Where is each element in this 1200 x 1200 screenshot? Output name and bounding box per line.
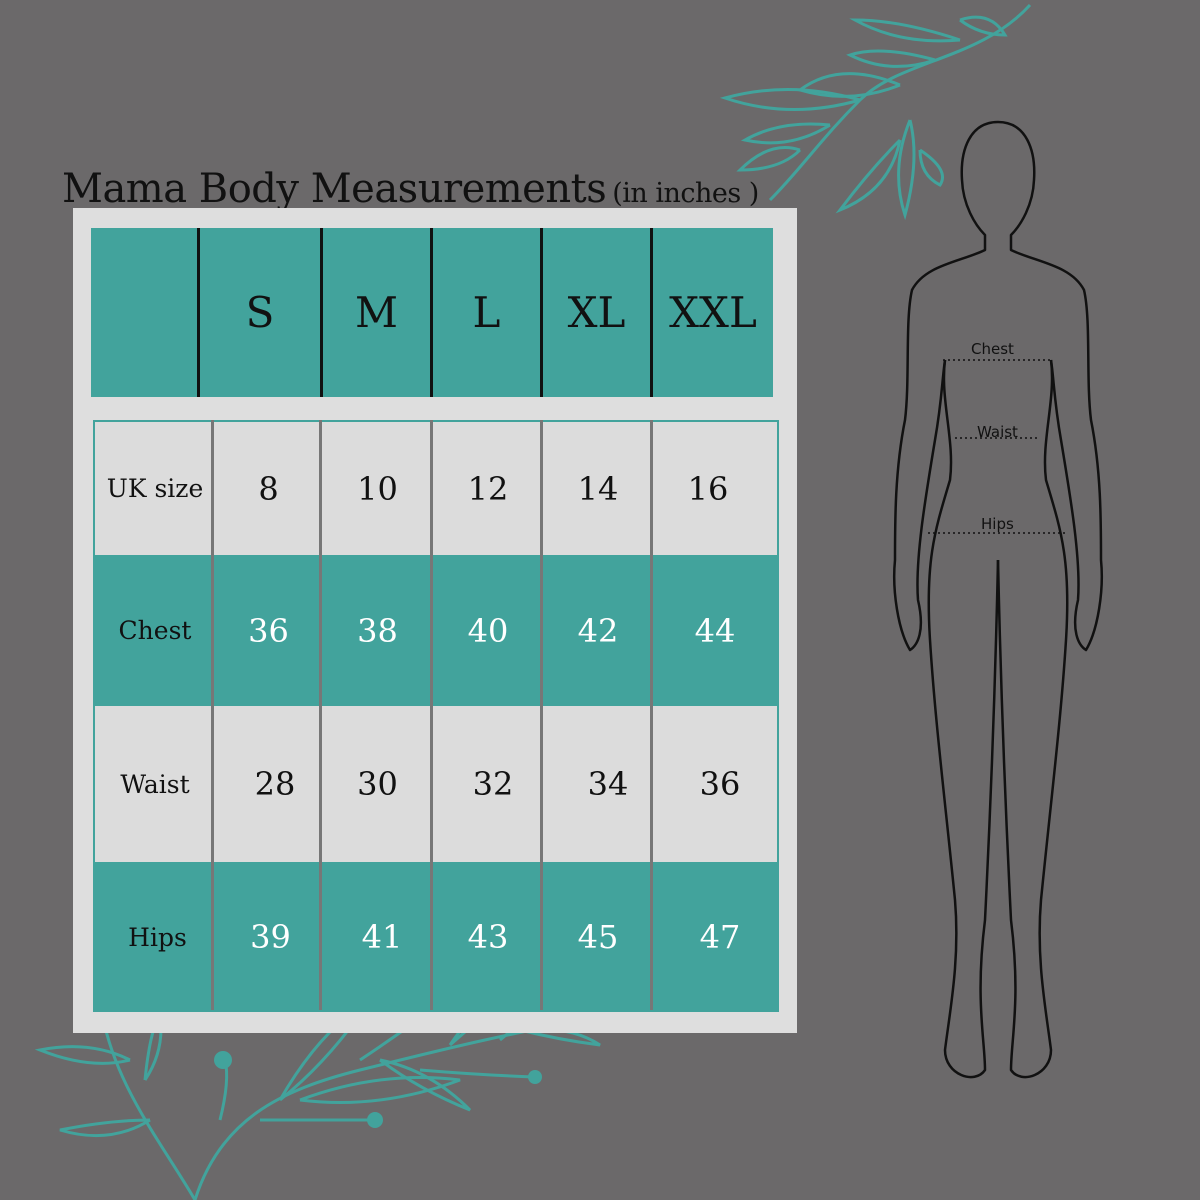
cell: 41: [361, 918, 403, 956]
size-header-m: M: [354, 288, 398, 337]
size-header-row: S M L XL XXL: [91, 228, 773, 397]
cell: 44: [694, 611, 736, 650]
table-row-uk-size: UK size 8 10 12 14 16: [95, 422, 777, 555]
cell: 28: [254, 765, 296, 803]
cell: 47: [699, 918, 741, 956]
cell: 14: [577, 469, 619, 508]
cell: 39: [250, 918, 291, 956]
cell: 42: [577, 611, 619, 650]
title-unit: (in inches ): [612, 178, 759, 209]
measurement-table: UK size 8 10 12 14 16 Chest 36 38 40 42 …: [93, 420, 779, 1012]
figure-label-hips: Hips: [981, 515, 1014, 533]
table-row-hips: Hips 39 41 43 45 47: [95, 862, 777, 1012]
size-header-l: L: [472, 288, 501, 337]
cell: 30: [357, 765, 398, 803]
row-label: Hips: [128, 922, 187, 952]
cell: 36: [248, 611, 289, 650]
row-label: Waist: [120, 769, 190, 799]
size-header-s: S: [245, 288, 275, 337]
cell: 8: [258, 469, 279, 508]
table-row-waist: Waist 28 30 32 34 36: [95, 706, 777, 862]
cell: 12: [467, 469, 509, 508]
page-title: Mama Body Measurements (in inches ): [62, 166, 759, 212]
cell: 43: [467, 918, 509, 956]
figure-label-waist: Waist: [977, 423, 1018, 441]
title-text: Mama Body Measurements: [62, 166, 607, 212]
cell: 10: [357, 469, 398, 508]
cell: 38: [357, 611, 398, 650]
figure-label-chest: Chest: [971, 340, 1014, 358]
cell: 16: [687, 469, 729, 508]
cell: 45: [577, 918, 619, 956]
size-header-xxl: XXL: [669, 288, 757, 337]
cell: 40: [467, 611, 509, 650]
table-row-chest: Chest 36 38 40 42 44: [95, 555, 777, 706]
row-label: Chest: [118, 616, 192, 645]
cell: 32: [472, 765, 514, 803]
size-header-xl: XL: [567, 288, 626, 337]
cell: 36: [699, 765, 741, 803]
cell: 34: [587, 765, 629, 803]
row-label: UK size: [106, 474, 204, 503]
